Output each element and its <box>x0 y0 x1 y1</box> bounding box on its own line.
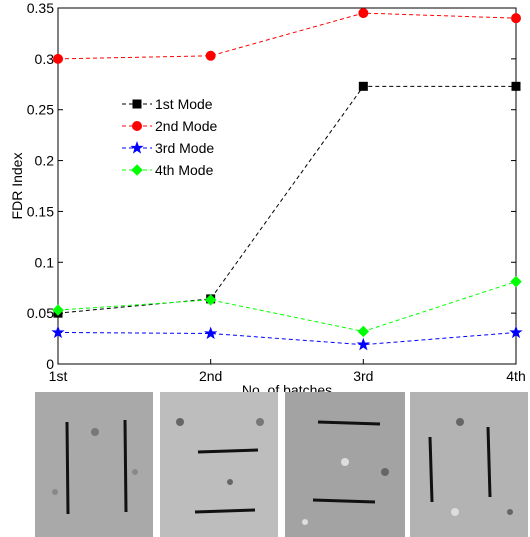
data-point <box>206 51 215 60</box>
y-tick-label: 0.2 <box>35 153 55 169</box>
data-point <box>512 82 520 90</box>
data-point <box>512 14 521 23</box>
x-tick-label: 4th <box>506 368 525 384</box>
legend-label: 1st Mode <box>155 96 213 112</box>
cell-image <box>160 392 278 537</box>
y-tick-label: 0.15 <box>27 203 54 219</box>
legend-marker <box>133 100 141 108</box>
plot-frame <box>58 8 516 364</box>
legend-label: 3rd Mode <box>155 140 214 156</box>
cell-image <box>35 392 153 537</box>
cell-image <box>285 392 405 537</box>
x-tick-label: 2nd <box>199 368 222 384</box>
data-point <box>359 82 367 90</box>
y-axis-label: FDR Index <box>9 153 25 220</box>
data-point <box>358 326 368 336</box>
data-point <box>359 9 368 18</box>
series-line <box>58 332 516 344</box>
legend-label: 2nd Mode <box>155 118 217 134</box>
y-tick-label: 0.25 <box>27 102 54 118</box>
x-axis-label: No. of batches <box>242 382 332 392</box>
cell-image <box>410 392 528 537</box>
legend-label: 4th Mode <box>155 162 214 178</box>
chart: No. of batches FDR Index 00.050.10.150.2… <box>0 0 530 392</box>
x-tick-label: 3rd <box>353 368 373 384</box>
legend-marker <box>133 122 142 131</box>
y-tick-label: 0.35 <box>27 0 54 16</box>
y-tick-label: 0.1 <box>35 254 55 270</box>
y-tick-label: 0.3 <box>35 51 55 67</box>
x-tick-label: 1st <box>49 368 68 384</box>
page: No. of batches FDR Index 00.050.10.150.2… <box>0 0 530 537</box>
y-tick-label: 0.05 <box>27 305 54 321</box>
series-line <box>58 282 516 332</box>
data-point <box>205 328 216 338</box>
data-point <box>358 339 369 349</box>
series-line <box>58 13 516 59</box>
data-point <box>511 277 521 287</box>
data-point <box>54 54 63 63</box>
